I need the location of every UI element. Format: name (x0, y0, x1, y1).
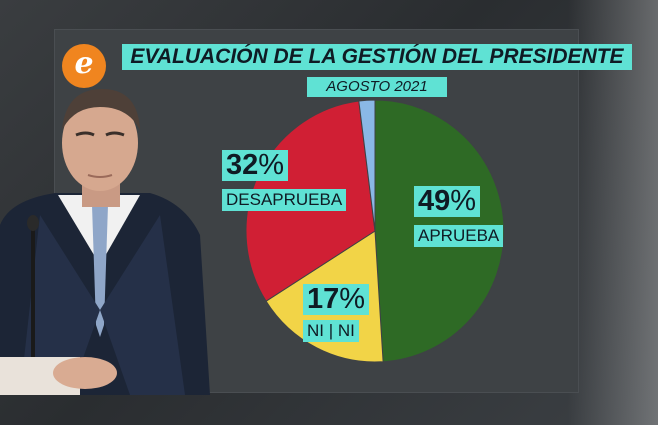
chart-subtitle: AGOSTO 2021 (307, 77, 447, 97)
label-desaprueba-pct: 32% (222, 150, 289, 181)
label-ni-ni-name: NI | NI (303, 320, 359, 342)
label-aprueba-pct: 49% (414, 186, 481, 217)
label-aprueba-name: APRUEBA (414, 225, 504, 247)
logo-icon: e (62, 44, 106, 88)
label-ni-ni-pct: 17% (303, 284, 370, 315)
chart-title: EVALUACIÓN DE LA GESTIÓN DEL PRESIDENTE (122, 44, 632, 70)
slice-ns-nc (358, 99, 376, 232)
presenter-photo (0, 89, 210, 395)
label-desaprueba-name: DESAPRUEBA (222, 189, 347, 211)
